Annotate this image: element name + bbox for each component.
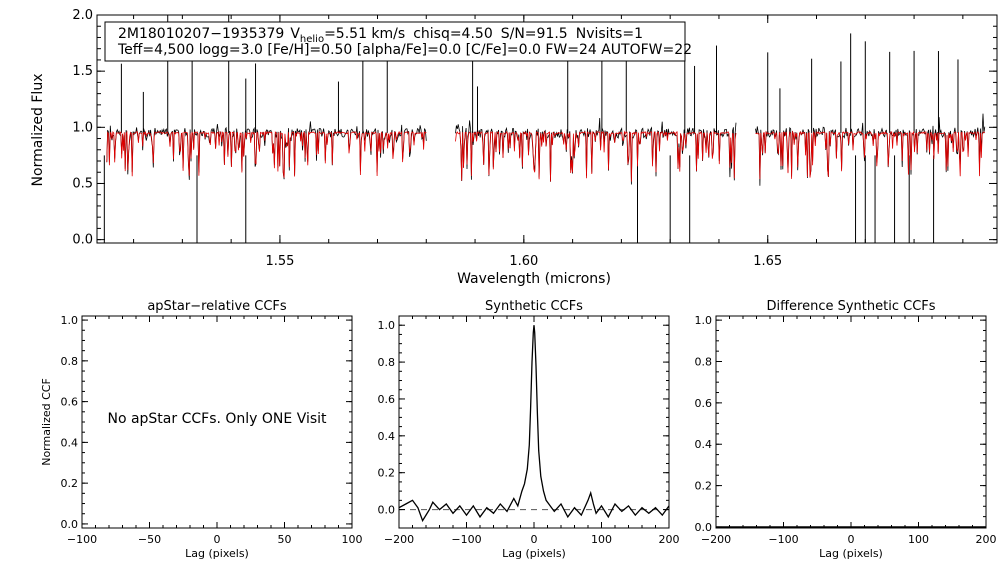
apstar-ccf-ytick-label: 1.0 — [61, 314, 79, 327]
chisq-value: chisq=4.50 — [413, 26, 493, 42]
star-id: 2M18010207−1935379 — [118, 26, 284, 42]
apstar-ccf-ytick-label: 0.2 — [61, 477, 79, 490]
synthetic-ccf-ticks: −200 −100 0 100 200 0.0 0.2 0.4 0.6 0.8 1.0 — [378, 316, 680, 546]
difference-ccf-frame — [715, 315, 987, 529]
info-line-2: Teff=4,500 logg=3.0 [Fe/H]=0.50 [alpha/F… — [117, 42, 692, 58]
synthetic-ccf-frame — [398, 315, 670, 529]
info-line-1: 2M18010207−1935379 Vhelio=5.51 km/s chisq=… — [118, 26, 643, 45]
difference-ccf-ytick-label: 0.6 — [695, 397, 713, 410]
difference-ccf-ytick-label: 0.0 — [695, 521, 713, 534]
spectrum-ylabel: Normalized Flux — [30, 74, 46, 187]
spectrum-panel: 1.55 1.60 1.65 0.0 0.5 1.0 1.5 2.0 2M18010207−1… — [30, 8, 998, 287]
difference-ccf-xlabel: Lag (pixels) — [819, 547, 883, 560]
difference-ccf-xtick-label: 0 — [848, 533, 855, 546]
difference-ccf-ytick-label: 1.0 — [695, 314, 713, 327]
apstar-ccf-xlabel: Lag (pixels) — [185, 547, 249, 560]
difference-ccf-xtick-label: 100 — [908, 533, 929, 546]
model-spectrum — [106, 130, 986, 182]
observed-segment — [755, 113, 986, 186]
model-segment — [755, 130, 986, 180]
synthetic-ccf-xtick-label: −200 — [384, 533, 414, 546]
synthetic-ccf-panel: Synthetic CCFs −200 −100 0 100 200 0.0 0.2 0.4 0… — [378, 299, 680, 560]
synthetic-ccf-xtick-label: 100 — [591, 533, 612, 546]
difference-ccf-panel: Difference Synthetic CCFs −200 −100 0 100 20… — [695, 299, 997, 560]
spectrum-ytick-label: 2.0 — [72, 8, 93, 23]
spectrum-ytick-label: 0.0 — [72, 233, 93, 248]
apstar-ccf-title: apStar−relative CCFs — [147, 299, 287, 314]
difference-ccf-ytick-label: 0.2 — [695, 480, 713, 493]
difference-ccf-xtick-label: 200 — [976, 533, 997, 546]
spectrum-ticks: 1.55 1.60 1.65 0.0 0.5 1.0 1.5 2.0 — [72, 8, 997, 269]
snr-value: S/N=91.5 — [501, 26, 568, 42]
apstar-ccf-xtick-label: −100 — [67, 533, 97, 546]
nvisits-value: Nvisits=1 — [576, 26, 643, 42]
v-symbol: V — [290, 26, 300, 42]
apstar-ccf-ytick-label: 0.8 — [61, 355, 79, 368]
apstar-ccf-xtick-label: −50 — [138, 533, 161, 546]
spectrum-axes-frame — [96, 14, 998, 244]
apstar-ccf-panel: apStar−relative CCFs −100 −50 0 50 100 0.0 0.2… — [40, 299, 363, 560]
apstar-ccf-xtick-label: 0 — [214, 533, 221, 546]
synthetic-ccf-ytick-label: 1.0 — [378, 319, 396, 332]
spectrum-xtick-label: 1.55 — [265, 254, 294, 269]
observed-segment — [106, 121, 427, 180]
synthetic-ccf-xtick-label: 0 — [531, 533, 538, 546]
synthetic-ccf-xtick-label: −100 — [451, 533, 481, 546]
synthetic-ccf-ytick-label: 0.0 — [378, 504, 396, 517]
difference-ccf-xtick-label: −200 — [701, 533, 731, 546]
no-ccf-annotation: No apStar CCFs. Only ONE Visit — [107, 411, 327, 427]
synthetic-ccf-title: Synthetic CCFs — [485, 299, 583, 314]
synthetic-ccf-xlabel: Lag (pixels) — [502, 547, 566, 560]
apstar-ccf-ticks: −100 −50 0 50 100 0.0 0.2 0.4 0.6 0.8 1.0 — [61, 314, 363, 546]
spectrum-xtick-label: 1.60 — [509, 254, 538, 269]
difference-ccf-ytick-label: 0.4 — [695, 438, 713, 451]
synthetic-ccf-xtick-label: 200 — [659, 533, 680, 546]
spectrum-xtick-label: 1.65 — [753, 254, 782, 269]
spectrum-ytick-label: 1.5 — [72, 64, 93, 79]
model-segment — [455, 130, 737, 182]
spectrum-xlabel: Wavelength (microns) — [457, 271, 611, 287]
v-value: =5.51 km/s — [324, 26, 405, 42]
ccf-line — [398, 325, 670, 523]
apstar-ccf-ytick-label: 0.4 — [61, 436, 79, 449]
apstar-ccf-xtick-label: 100 — [342, 533, 363, 546]
spectrum-ytick-label: 0.5 — [72, 176, 93, 191]
synthetic-ccf-ytick-label: 0.6 — [378, 393, 396, 406]
difference-ccf-ticks: −200 −100 0 100 200 0.0 0.2 0.4 0.6 0.8 1.0 — [695, 314, 997, 546]
apstar-ccf-ylabel: Normalized CCF — [40, 378, 53, 466]
apstar-ccf-ytick-label: 0.0 — [61, 518, 79, 531]
model-segment — [106, 130, 427, 178]
observed-segment — [455, 117, 737, 185]
synthetic-ccf-ytick-label: 0.8 — [378, 356, 396, 369]
apstar-ccf-ytick-label: 0.6 — [61, 396, 79, 409]
synthetic-ccf-curve — [398, 325, 670, 523]
difference-ccf-ytick-label: 0.8 — [695, 356, 713, 369]
synthetic-ccf-ytick-label: 0.4 — [378, 430, 396, 443]
spectrum-ytick-label: 1.0 — [72, 120, 93, 135]
info-box — [104, 21, 686, 62]
difference-ccf-title: Difference Synthetic CCFs — [766, 299, 935, 314]
v-subscript: helio — [300, 34, 324, 45]
synthetic-ccf-ytick-label: 0.2 — [378, 467, 396, 480]
apstar-ccf-xtick-label: 50 — [278, 533, 292, 546]
difference-ccf-xtick-label: −100 — [768, 533, 798, 546]
